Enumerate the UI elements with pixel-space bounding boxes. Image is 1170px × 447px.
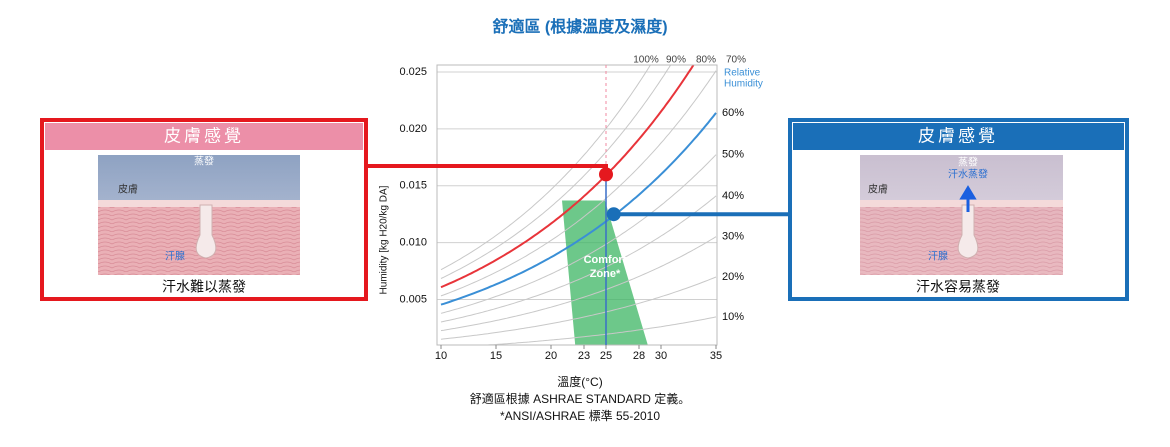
plot-area	[437, 65, 717, 345]
label: 汗水蒸發	[948, 168, 988, 181]
y-tick-label: 0.020	[399, 123, 427, 135]
x-tick-label: 30	[655, 350, 667, 362]
note: 舒適區根據 ASHRAE STANDARD 定義。	[470, 391, 690, 406]
rh-curve	[440, 195, 717, 323]
rh-label: 30%	[722, 231, 744, 243]
rh-label: 60%	[722, 107, 744, 119]
left-header	[45, 123, 363, 150]
note: *ANSI/ASHRAE 標準 55-2010	[500, 408, 660, 423]
x-tick-label: 35	[710, 350, 722, 362]
rh-label: 90%	[666, 55, 686, 66]
rh-curve	[440, 276, 717, 340]
chart-title: 舒適區 (根據溫度及濕度)	[492, 17, 667, 36]
highlight-curve	[440, 65, 695, 289]
y-tick-label: 0.025	[399, 66, 427, 78]
rh-curve	[440, 70, 717, 297]
x-tick-label: 25	[600, 350, 612, 362]
x-tick-label: 15	[490, 350, 502, 362]
rh-label: 10%	[722, 311, 744, 323]
rh-curve	[480, 316, 717, 345]
rh-label: 70%	[726, 55, 746, 66]
y-tick-label: 0.015	[399, 180, 427, 192]
rh-curve	[440, 154, 717, 314]
connector	[613, 210, 792, 217]
x-tick-label: 10	[435, 350, 447, 362]
left-title: 皮膚感覺	[164, 126, 244, 145]
right-header	[793, 123, 1124, 150]
rh-title: Humidity	[724, 79, 763, 90]
label: 汗腺	[928, 250, 948, 263]
rh-curve	[440, 65, 651, 271]
rh-label: 50%	[722, 149, 744, 161]
x-tick-label: 23	[578, 350, 590, 362]
x-tick-label: 28	[633, 350, 645, 362]
label: 皮膚	[118, 183, 138, 196]
highlight-curve	[440, 112, 717, 306]
comfort-label: Zone*	[590, 268, 621, 280]
y-tick-label: 0.005	[399, 293, 427, 305]
y-axis-label: Humidity [kg H20/kg DA]	[379, 185, 390, 294]
rh-curve	[440, 65, 672, 279]
rh-label: 80%	[696, 55, 716, 66]
point	[599, 167, 613, 182]
left-caption: 汗水難以蒸發	[162, 279, 246, 295]
plot-frame	[436, 64, 718, 346]
right-caption: 汗水容易蒸發	[916, 279, 1000, 295]
label: 蒸發	[958, 156, 978, 169]
comfort-label: Comfort	[584, 254, 627, 266]
skin-surface	[860, 200, 1063, 207]
point	[606, 207, 621, 222]
rh-curve	[440, 236, 717, 332]
rh-label: 20%	[722, 271, 744, 283]
x-axis-label: 溫度(°C)	[557, 374, 602, 389]
label: 汗腺	[165, 250, 185, 263]
rh-title: Relative	[724, 68, 761, 79]
skin-surface	[98, 200, 300, 207]
y-tick-label: 0.010	[399, 237, 427, 249]
right-title: 皮膚感覺	[918, 126, 998, 145]
x-tick-label: 20	[545, 350, 557, 362]
label: 皮膚	[868, 183, 888, 196]
rh-label: 40%	[722, 190, 744, 202]
gland-shape	[195, 204, 217, 259]
arrow	[959, 185, 977, 212]
gland-shape	[957, 204, 979, 259]
rh-label: 100%	[633, 55, 659, 66]
label: 蒸發	[194, 155, 214, 168]
